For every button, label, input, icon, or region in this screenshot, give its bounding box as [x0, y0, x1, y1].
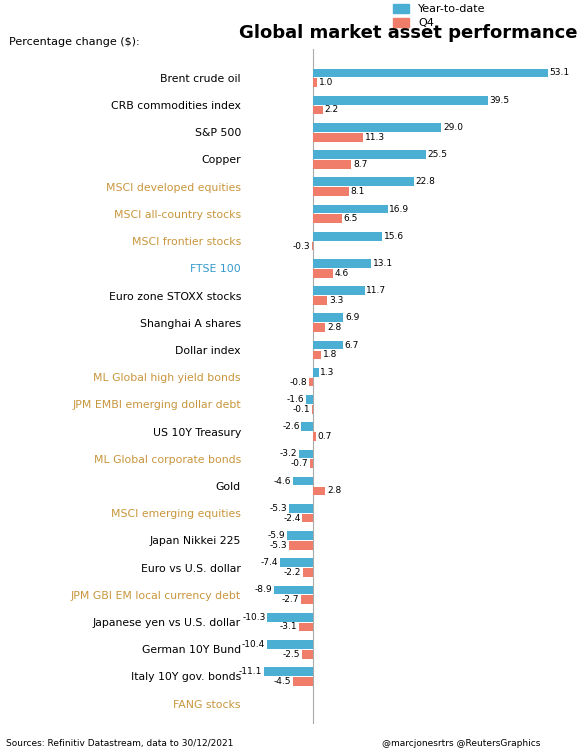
Text: Sources: Refinitiv Datastream, data to 30/12/2021: Sources: Refinitiv Datastream, data to 3… [6, 739, 233, 748]
Bar [267, 613, 313, 621]
Bar [313, 314, 343, 322]
Bar [313, 432, 316, 441]
Text: -2.2: -2.2 [284, 568, 301, 577]
Text: 8.1: 8.1 [350, 187, 365, 196]
Text: -3.1: -3.1 [280, 623, 298, 631]
Bar [313, 187, 349, 196]
Bar [313, 69, 548, 78]
Bar [313, 177, 414, 186]
Text: -5.3: -5.3 [270, 541, 288, 550]
Title: Global market asset performance: Global market asset performance [239, 24, 577, 42]
Text: -1.6: -1.6 [286, 395, 304, 404]
Bar [313, 123, 441, 132]
Text: 16.9: 16.9 [389, 204, 410, 213]
Text: 15.6: 15.6 [384, 231, 404, 241]
Text: -4.6: -4.6 [274, 477, 291, 486]
Bar [313, 78, 318, 87]
Text: 11.3: 11.3 [365, 133, 384, 142]
Text: 29.0: 29.0 [443, 123, 463, 132]
Text: -5.3: -5.3 [270, 504, 288, 513]
Text: -11.1: -11.1 [239, 667, 262, 676]
Bar [313, 341, 342, 349]
Bar [313, 214, 342, 223]
Text: Percentage change ($):: Percentage change ($): [9, 37, 140, 47]
Bar [313, 150, 426, 159]
Text: 8.7: 8.7 [353, 160, 367, 169]
Text: 2.8: 2.8 [327, 323, 341, 333]
Text: -10.4: -10.4 [242, 640, 265, 649]
Bar [303, 569, 313, 577]
Bar [292, 477, 313, 486]
Bar [313, 323, 325, 332]
Text: 6.7: 6.7 [345, 341, 359, 350]
Bar [293, 677, 313, 685]
Text: 1.0: 1.0 [319, 78, 333, 87]
Bar [264, 667, 313, 676]
Bar [313, 368, 319, 377]
Bar [313, 351, 321, 359]
Text: 22.8: 22.8 [416, 177, 436, 186]
Bar [299, 623, 313, 631]
Bar [313, 96, 488, 105]
Text: -7.4: -7.4 [261, 558, 278, 567]
Bar [302, 513, 313, 523]
Text: 13.1: 13.1 [373, 259, 393, 268]
Text: 4.6: 4.6 [335, 268, 349, 277]
Text: 6.5: 6.5 [343, 214, 357, 223]
Bar [313, 296, 328, 305]
Text: 6.9: 6.9 [345, 314, 360, 323]
Text: 11.7: 11.7 [366, 286, 386, 295]
Text: -8.9: -8.9 [254, 585, 272, 594]
Bar [313, 232, 382, 241]
Legend: Year-to-date, Q4: Year-to-date, Q4 [393, 4, 485, 28]
Text: -2.4: -2.4 [283, 513, 301, 523]
Bar [313, 204, 387, 213]
Text: 39.5: 39.5 [490, 96, 510, 105]
Text: 0.7: 0.7 [318, 432, 332, 441]
Text: -5.9: -5.9 [268, 531, 285, 540]
Bar [313, 160, 352, 169]
Bar [310, 459, 313, 468]
Text: @marcjonesrtrs @ReutersGraphics: @marcjonesrtrs @ReutersGraphics [382, 739, 540, 748]
Bar [267, 640, 313, 648]
Bar [289, 541, 313, 550]
Bar [313, 269, 333, 277]
Text: -2.5: -2.5 [282, 650, 300, 659]
Bar [312, 242, 313, 250]
Text: -0.7: -0.7 [291, 459, 308, 468]
Text: -2.7: -2.7 [282, 595, 299, 604]
Text: 53.1: 53.1 [549, 69, 569, 78]
Bar [289, 504, 313, 513]
Bar [280, 559, 313, 567]
Bar [274, 586, 313, 594]
Bar [313, 259, 371, 268]
Bar [313, 106, 323, 115]
Text: -4.5: -4.5 [274, 677, 291, 686]
Text: 2.2: 2.2 [325, 106, 339, 115]
Bar [301, 422, 313, 431]
Bar [302, 650, 313, 658]
Bar [299, 449, 313, 458]
Text: -0.3: -0.3 [292, 241, 310, 250]
Text: -3.2: -3.2 [279, 449, 297, 458]
Bar [313, 287, 365, 295]
Bar [287, 531, 313, 540]
Text: 25.5: 25.5 [427, 150, 447, 159]
Text: -2.6: -2.6 [282, 422, 299, 431]
Text: 1.8: 1.8 [323, 351, 337, 360]
Bar [301, 596, 313, 604]
Bar [313, 486, 325, 495]
Text: -0.1: -0.1 [293, 405, 311, 414]
Text: 2.8: 2.8 [327, 486, 341, 495]
Text: -0.8: -0.8 [290, 378, 308, 387]
Bar [309, 378, 313, 387]
Bar [306, 395, 313, 404]
Bar [313, 133, 363, 142]
Text: -10.3: -10.3 [242, 613, 265, 622]
Text: 3.3: 3.3 [329, 296, 343, 305]
Text: 1.3: 1.3 [321, 368, 335, 377]
